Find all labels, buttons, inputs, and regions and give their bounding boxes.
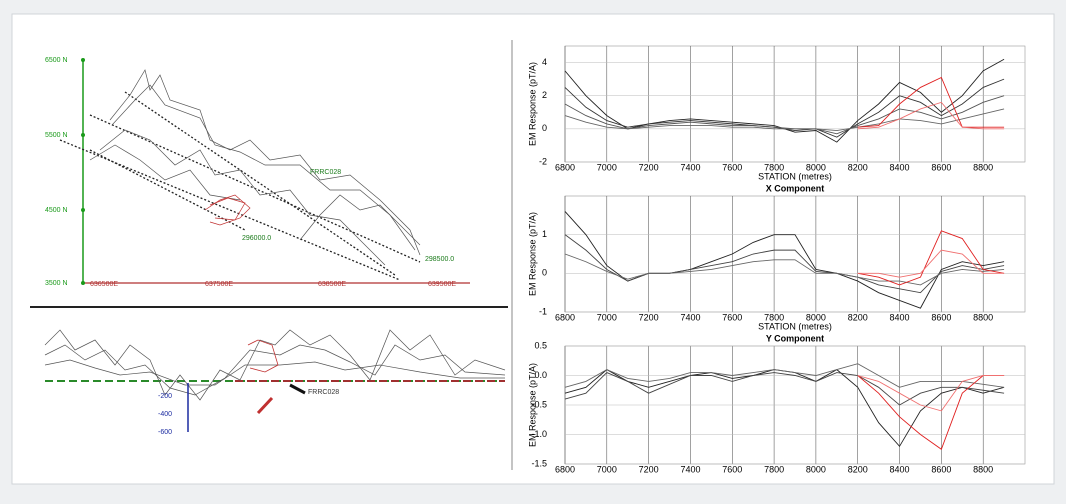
figure: 6500 N 5500 N 4500 N 3500 N 636500E 6375… [0,0,1066,504]
depth-label: -400 [158,411,172,418]
x-tick-label: 8200 [848,464,868,474]
x-tick-label: 7600 [722,312,742,322]
y-tick-label: 2 [542,90,547,100]
y-tick-label: 4 [542,57,547,67]
y-tick-label: -1.5 [531,458,547,468]
x-tick-label: 8800 [973,312,993,322]
x-tick-label: 7400 [680,312,700,322]
depth-label: -200 [158,393,172,400]
axis-node [81,208,85,212]
x-tick-label: 8600 [931,162,951,172]
x-tick-label: 7000 [597,464,617,474]
easting-label: 638500E [318,281,346,288]
x-tick-label: 8600 [931,312,951,322]
northing-label: 3500 N [45,280,68,287]
y-axis-label: EM Response (pT/A) [527,62,537,146]
y-axis-label: EM Response (pT/A) [527,212,537,296]
x-axis-label: STATION (metres) [758,171,832,181]
x-axis-label: STATION (metres) [758,321,832,331]
northing-label: 6500 N [45,57,68,64]
y-tick-label: 0.5 [534,340,547,350]
northing-label: 4500 N [45,207,68,214]
x-tick-label: 8400 [890,464,910,474]
axis-node [81,133,85,137]
y-tick-label: 0 [542,123,547,133]
x-tick-label: 8000 [806,464,826,474]
x-tick-label: 6800 [555,464,575,474]
chart-title: X Component [766,183,825,193]
x-tick-label: 7200 [639,464,659,474]
northing-label: 5500 N [45,132,68,139]
drillhole-label: FRRC028 [308,389,339,396]
x-tick-label: 7600 [722,464,742,474]
y-tick-label: 1 [542,229,547,239]
plot-area [565,196,1025,312]
x-tick-label: 8400 [890,312,910,322]
y-axis-label: EM Response (pT/A) [527,363,537,447]
line-label: 298500.0 [425,256,454,263]
y-tick-label: -2 [539,156,547,166]
x-tick-label: 7600 [722,162,742,172]
plot-area [565,46,1025,162]
x-tick-label: 6800 [555,162,575,172]
line-label: 296000.0 [242,235,271,242]
x-tick-label: 7400 [680,464,700,474]
x-tick-label: 7400 [680,162,700,172]
x-tick-label: 8600 [931,464,951,474]
x-tick-label: 8800 [973,464,993,474]
easting-label: 636500E [90,281,118,288]
page: 6500 N 5500 N 4500 N 3500 N 636500E 6375… [0,0,1066,504]
y-tick-label: 0 [542,268,547,278]
chart-title: Y Component [766,333,824,343]
axis-node [81,281,85,285]
x-tick-label: 7200 [639,312,659,322]
easting-label: 639500E [428,281,456,288]
x-tick-label: 7200 [639,162,659,172]
x-tick-label: 8200 [848,312,868,322]
x-tick-label: 6800 [555,312,575,322]
x-tick-label: 7800 [764,464,784,474]
x-tick-label: 8400 [890,162,910,172]
x-tick-label: 7000 [597,162,617,172]
y-tick-label: -1 [539,306,547,316]
x-tick-label: 7000 [597,312,617,322]
axis-node [81,58,85,62]
easting-label: 637500E [205,281,233,288]
line-label: FRRC028 [310,169,341,176]
depth-label: -600 [158,429,172,436]
x-tick-label: 8800 [973,162,993,172]
x-tick-label: 8200 [848,162,868,172]
